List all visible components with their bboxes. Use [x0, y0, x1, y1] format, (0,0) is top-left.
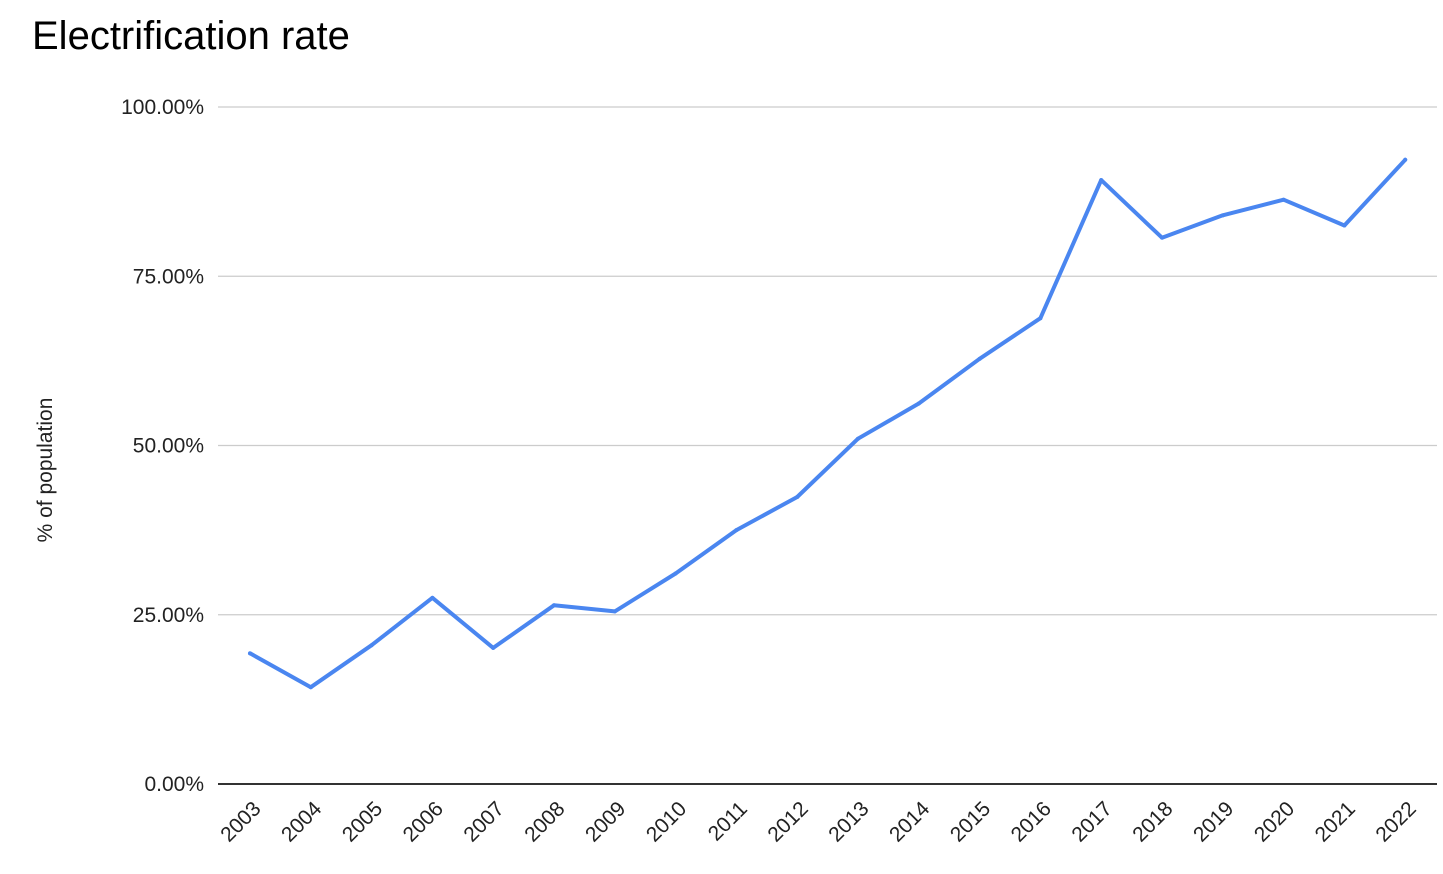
y-tick-label: 25.00%: [133, 604, 204, 627]
data-point: [1281, 197, 1286, 202]
x-tick-label: 2015: [946, 797, 995, 846]
x-tick-label: 2006: [399, 797, 448, 846]
y-axis-tick-labels: 0.00% 25.00% 50.00% 75.00% 100.00%: [121, 96, 204, 796]
data-point: [248, 651, 252, 656]
x-tick-label: 2013: [824, 797, 873, 846]
data-point: [369, 643, 374, 648]
data-point: [1342, 223, 1347, 228]
x-axis-tick-labels: 2003 2004 2005 2006 2007 2008 2009 2010 2011 2012…: [216, 797, 1420, 847]
data-point: [673, 571, 678, 576]
x-tick-label: 2008: [520, 797, 569, 846]
chart-title: Electrification rate: [32, 14, 350, 58]
y-tick-label: 100.00%: [121, 96, 204, 119]
data-point: [430, 595, 435, 600]
data-point: [1220, 213, 1225, 218]
x-tick-label: 2022: [1371, 797, 1420, 846]
x-tick-label: 2010: [642, 797, 691, 846]
x-tick-label: 2014: [885, 797, 935, 847]
series-line: [248, 157, 1408, 690]
x-tick-label: 2009: [581, 797, 630, 846]
data-point: [1160, 235, 1164, 240]
x-tick-label: 2017: [1067, 797, 1116, 846]
data-point: [916, 401, 921, 406]
y-tick-label: 50.00%: [133, 435, 204, 458]
y-tick-label: 0.00%: [144, 773, 204, 796]
data-point: [612, 609, 617, 614]
x-tick-label: 2011: [704, 797, 752, 845]
data-point: [491, 645, 496, 650]
gridlines: [218, 106, 1437, 785]
data-point: [308, 685, 313, 690]
x-tick-label: 2007: [459, 797, 508, 846]
data-point: [795, 494, 800, 499]
x-tick-label: 2005: [338, 797, 387, 846]
x-tick-label: 2018: [1128, 797, 1177, 846]
x-tick-label: 2012: [763, 797, 812, 846]
data-point: [1038, 316, 1043, 321]
data-point: [856, 436, 860, 441]
y-tick-label: 75.00%: [133, 265, 204, 288]
x-tick-label: 2020: [1250, 797, 1299, 846]
x-tick-label: 2021: [1311, 797, 1360, 846]
x-tick-label: 2003: [216, 797, 265, 846]
data-point: [977, 356, 982, 361]
y-axis-title: % of population: [34, 398, 57, 543]
data-point: [1403, 157, 1408, 162]
data-point: [734, 528, 739, 533]
series-layer: [248, 157, 1408, 690]
x-tick-label: 2019: [1189, 797, 1238, 846]
data-point: [1099, 178, 1104, 183]
x-tick-label: 2016: [1007, 797, 1056, 846]
x-tick-label: 2004: [277, 797, 327, 847]
data-point: [552, 603, 556, 608]
